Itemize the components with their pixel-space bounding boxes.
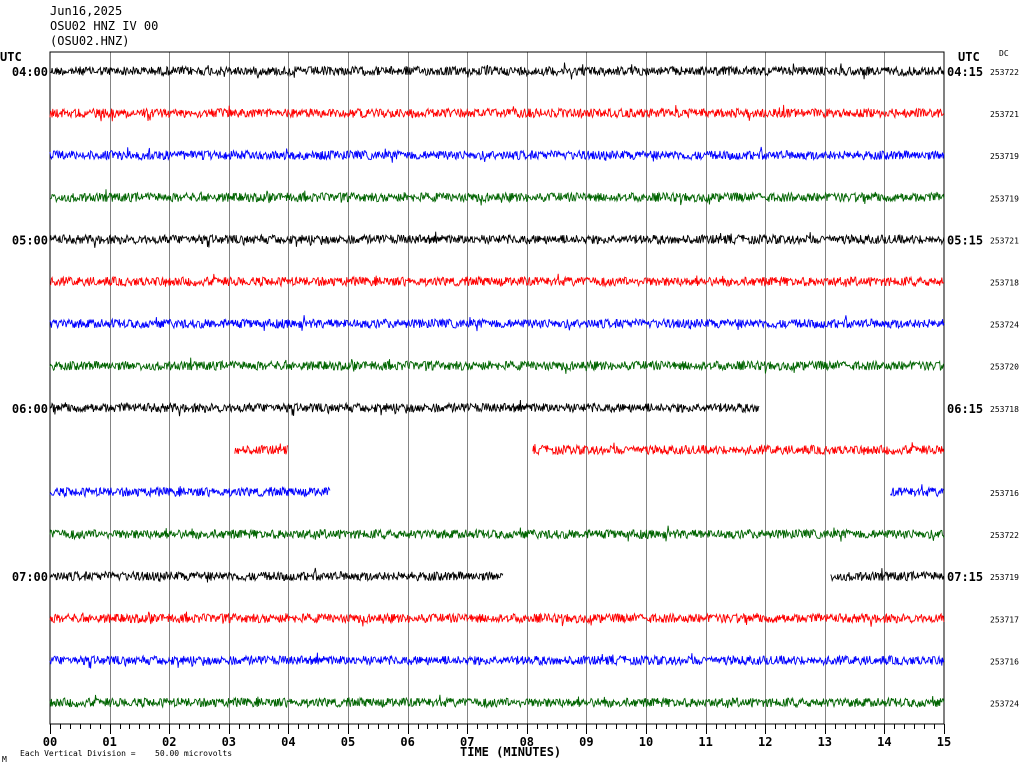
x-tick-label: 08 <box>520 735 534 749</box>
time-label-left: 05:00 <box>12 233 48 247</box>
corner-mark: M <box>2 755 7 764</box>
trace-0600 <box>49 399 760 417</box>
x-tick-label: 01 <box>102 735 116 749</box>
x-tick-label: 13 <box>818 735 832 749</box>
trace-0545 <box>49 357 945 374</box>
trace-0715 <box>49 611 945 627</box>
right-utc-title: UTC <box>958 50 980 64</box>
x-tick-label: 05 <box>341 735 355 749</box>
scale-value: 50.00 microvolts <box>155 749 233 758</box>
x-tick-label: 14 <box>877 735 891 749</box>
x-tick-label: 07 <box>460 735 474 749</box>
x-tick-label: 11 <box>698 735 712 749</box>
trace-0745 <box>49 694 945 709</box>
trace-0615 <box>532 442 945 457</box>
x-tick-label: 09 <box>579 735 593 749</box>
trace-0700 <box>830 568 944 583</box>
time-label-right: 04:15 <box>947 65 983 79</box>
x-tick-label: 02 <box>162 735 176 749</box>
time-label-left: 04:00 <box>12 65 48 79</box>
trace-0730 <box>49 652 945 669</box>
trace-0530 <box>49 315 945 332</box>
x-axis-title: TIME (MINUTES) <box>460 745 562 759</box>
trace-0430 <box>49 146 945 163</box>
left-utc-title: UTC <box>0 50 22 64</box>
x-tick-label: 06 <box>400 735 414 749</box>
trace-0645 <box>49 525 945 542</box>
dc-value: 253719 <box>990 152 1019 161</box>
dc-value: 253716 <box>990 489 1019 498</box>
dc-value: 253719 <box>990 194 1019 203</box>
trace-0615 <box>234 443 289 455</box>
time-label-right: 07:15 <box>947 570 983 584</box>
trace-0500 <box>49 231 945 248</box>
time-label-left: 07:00 <box>12 570 48 584</box>
trace-0700 <box>49 567 504 583</box>
time-label-left: 06:00 <box>12 402 48 416</box>
dc-value: 253718 <box>990 279 1019 288</box>
trace-0630 <box>49 485 331 499</box>
x-tick-label: 03 <box>222 735 236 749</box>
station-name: OSU02 HNZ IV 00 <box>50 19 159 33</box>
dc-value: 253722 <box>990 531 1019 540</box>
x-tick-label: 10 <box>639 735 653 749</box>
trace-0415 <box>49 104 945 122</box>
plot-date: Jun16,2025 <box>50 4 123 18</box>
time-label-right: 06:15 <box>947 402 983 416</box>
dc-value: 253717 <box>990 615 1019 624</box>
dc-value: 253724 <box>990 321 1019 330</box>
x-tick-label: 15 <box>937 735 951 749</box>
trace-0515 <box>49 273 945 288</box>
dc-value: 253724 <box>990 700 1019 709</box>
dc-value: 253716 <box>990 657 1019 666</box>
dc-value: 253721 <box>990 110 1019 119</box>
dc-value: 253718 <box>990 405 1019 414</box>
dc-value: 253719 <box>990 573 1019 582</box>
dc-value: 253721 <box>990 236 1019 245</box>
dc-value: 253722 <box>990 68 1019 77</box>
channel-name: (OSU02.HNZ) <box>50 34 130 48</box>
time-label-right: 05:15 <box>947 233 983 247</box>
dc-title: DC <box>999 49 1009 58</box>
trace-0400 <box>49 62 945 80</box>
trace-0445 <box>49 189 945 206</box>
x-tick-label: 00 <box>43 735 57 749</box>
dc-value: 253720 <box>990 363 1019 372</box>
x-tick-label: 12 <box>758 735 772 749</box>
x-tick-label: 04 <box>281 735 295 749</box>
trace-0630 <box>890 484 944 498</box>
scale-label: Each Vertical Division = <box>20 749 136 758</box>
